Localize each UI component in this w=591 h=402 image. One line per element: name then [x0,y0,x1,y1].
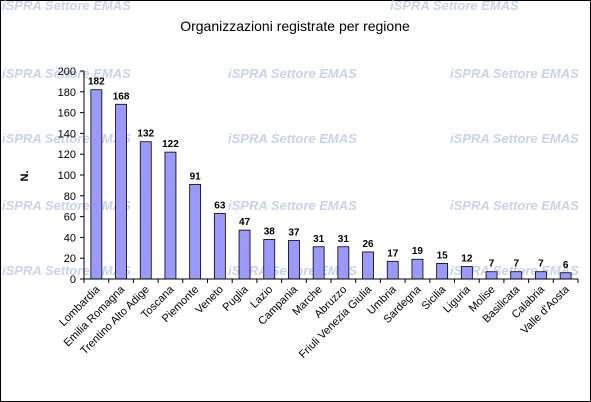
chart-title: Organizzazioni registrate per regione [180,18,410,34]
bar [485,271,498,280]
y-tick-label: 20 [64,253,76,265]
data-label: 12 [461,254,473,265]
y-tick-label: 80 [64,191,76,203]
bar [411,258,424,280]
bar [263,239,276,280]
data-label: 7 [513,259,519,270]
data-label: 37 [288,228,300,239]
y-tick-label: 40 [64,232,76,244]
data-label: 19 [412,246,424,257]
bar [189,183,202,280]
bar [386,260,399,280]
bars [90,89,572,280]
watermark-text: iSPRA Settore EMAS [450,263,579,278]
y-axis-ticks: 0 20 40 60 80 100 120 140 160 180 200 [58,66,84,286]
bar [559,272,572,280]
bar [139,141,152,280]
bar [337,246,350,280]
watermark-text: iSPRA Settore EMAS [228,131,357,146]
data-label: 6 [563,260,569,271]
y-tick-label: 100 [58,170,76,182]
y-tick-label: 200 [58,66,76,78]
watermark-text: iSPRA Settore EMAS [2,0,131,13]
bar [238,229,251,280]
bar [510,271,523,280]
bar [312,246,325,280]
watermark-text: iSPRA Settore EMAS [450,198,579,213]
bar [213,213,226,280]
watermark-text: iSPRA Settore EMAS [228,198,357,213]
data-label: 7 [538,259,544,270]
bar [460,266,473,280]
data-label: 132 [137,129,154,140]
data-label: 91 [190,171,202,182]
data-label: 47 [239,217,251,228]
data-label: 38 [264,226,276,237]
y-tick-label: 180 [58,87,76,99]
bar [362,251,374,280]
bar [535,271,547,280]
x-tick-label: Liguria [441,283,473,315]
bar [436,262,449,280]
bar [90,89,103,280]
data-label: 63 [214,200,226,211]
bar [115,103,127,280]
watermark-text: iSPRA Settore EMAS [450,66,579,81]
data-label: 182 [88,77,105,88]
data-label: 7 [489,259,495,270]
y-tick-label: 60 [64,212,76,224]
watermark-text: iSPRA Settore EMAS [2,263,131,278]
data-label: 31 [338,234,350,245]
data-label: 168 [113,91,130,102]
watermark-text: iSPRA Settore EMAS [228,66,357,81]
watermark-text: iSPRA Settore EMAS [450,131,579,146]
y-tick-label: 120 [58,149,76,161]
y-tick-label: 160 [58,108,76,120]
watermark-text: iSPRA Settore EMAS [390,0,519,13]
x-tick-label: Veneto [193,284,226,317]
data-labels: 182 168 132 122 91 63 47 38 37 31 31 26 17 19 15 12 7 7 7 6 [88,77,569,271]
x-tick-label: Puglia [221,283,252,314]
bar [288,240,300,280]
data-label: 26 [362,239,374,250]
y-tick-label: 140 [58,128,76,140]
watermark-text: iSPRA Settore EMAS [2,66,131,81]
y-tick-label: 0 [70,274,76,286]
data-label: 17 [387,248,399,259]
data-label: 122 [162,139,179,150]
data-label: 15 [437,250,449,261]
data-label: 31 [313,234,325,245]
bar [164,151,177,280]
y-axis-label: N. [19,171,31,182]
